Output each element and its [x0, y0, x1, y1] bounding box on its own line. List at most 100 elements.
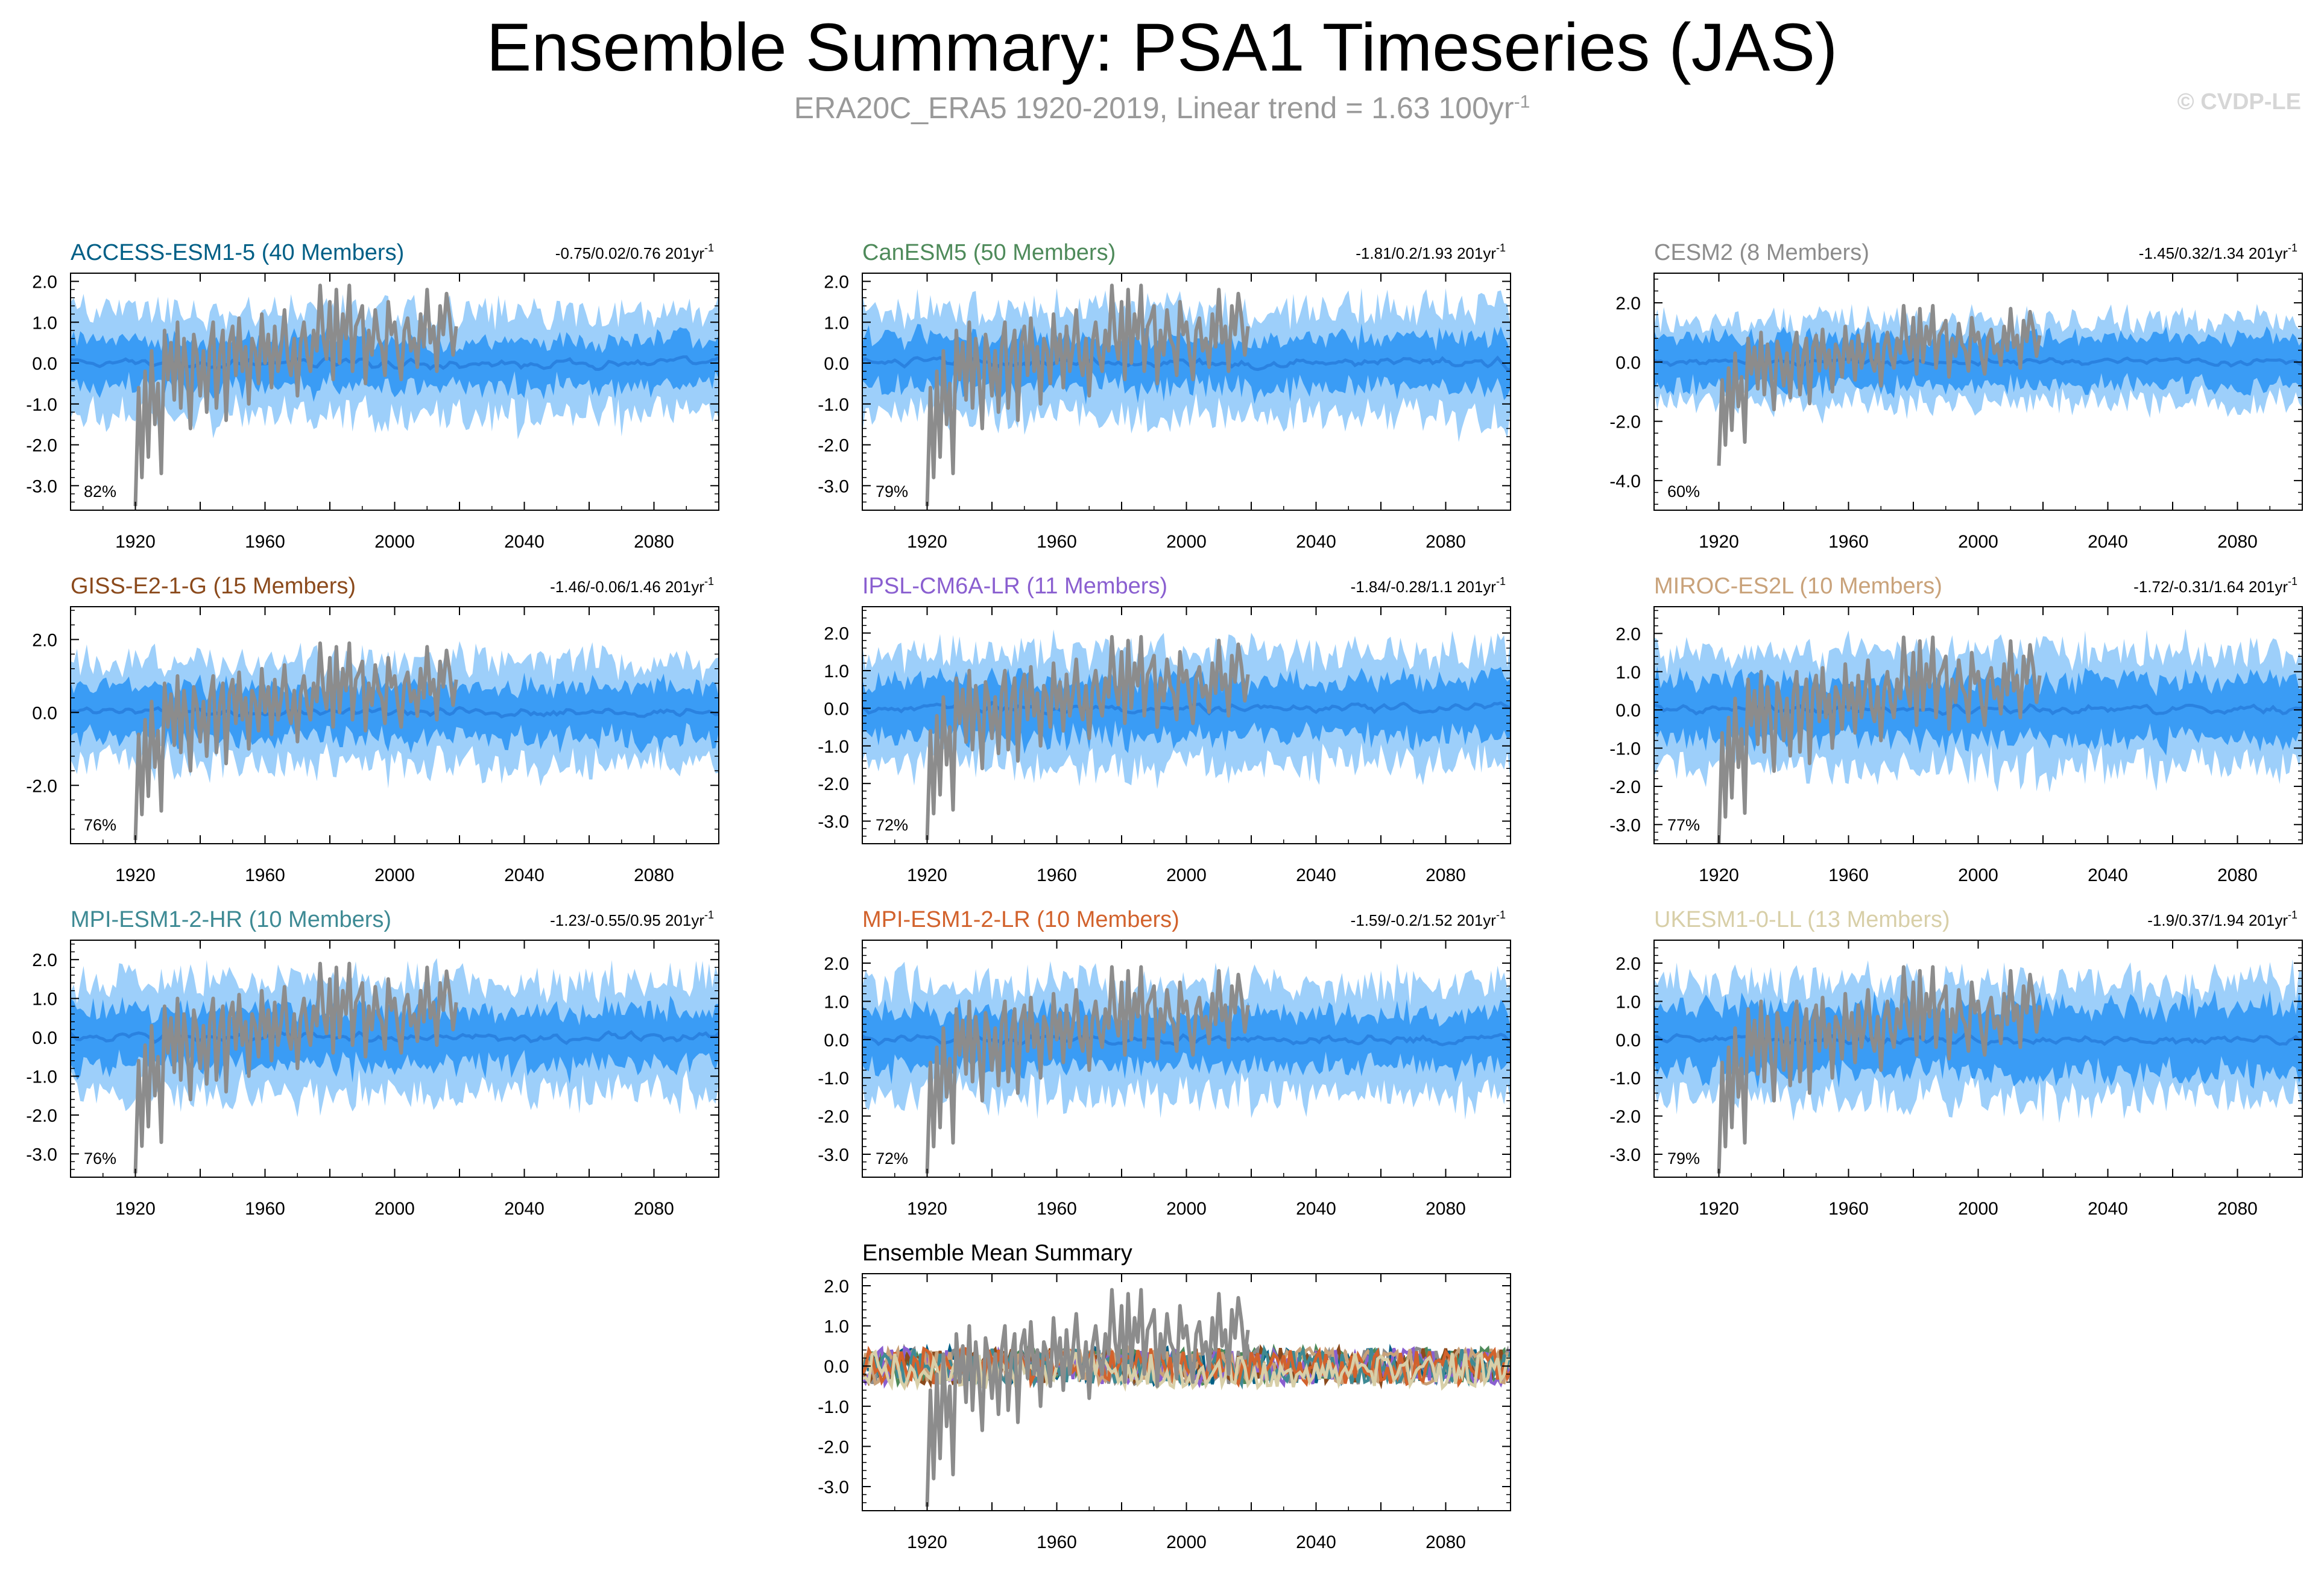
- panel-title: GISS-E2-1-G (15 Members): [71, 574, 356, 599]
- x-tick-label: 1920: [907, 532, 947, 552]
- panel-title: ACCESS-ESM1-5 (40 Members): [71, 240, 404, 265]
- x-tick-label: 1920: [907, 1532, 947, 1552]
- observed-line: [133, 961, 458, 1174]
- panel-title: IPSL-CM6A-LR (11 Members): [862, 574, 1167, 599]
- x-tick-label: 1920: [115, 532, 156, 552]
- subtitle-exponent: -1: [1514, 92, 1530, 112]
- x-tick-label: 2080: [1426, 865, 1466, 885]
- plot-area: [862, 1288, 1511, 1507]
- panel-2: CanESM5 (50 Members) -1.81/0.2/1.93 201yr…: [818, 240, 1511, 552]
- x-tick-label: 2080: [634, 532, 674, 552]
- y-tick-label: 1.0: [824, 992, 849, 1012]
- panel-3: CESM2 (8 Members) -1.45/0.32/1.34 201yr-1…: [1609, 240, 2303, 552]
- y-tick-label: 2.0: [32, 273, 57, 292]
- observed-line: [1717, 304, 2042, 466]
- y-tick-label: -2.0: [818, 436, 849, 456]
- panel-1: ACCESS-ESM1-5 (40 Members) -0.75/0.02/0.7…: [26, 240, 719, 552]
- x-tick-label: 2040: [1296, 1532, 1336, 1552]
- panel-4: GISS-E2-1-G (15 Members) -1.46/-0.06/1.46…: [26, 574, 719, 885]
- y-tick-label: 0.0: [824, 1357, 849, 1377]
- y-tick-label: -1.0: [818, 1069, 849, 1089]
- panel-8: MPI-ESM1-2-LR (10 Members) -1.59/-0.2/1.5…: [818, 907, 1511, 1219]
- x-tick-label: 1920: [907, 1199, 947, 1219]
- x-tick-label: 2080: [1426, 532, 1466, 552]
- y-tick-label: -3.0: [26, 1145, 57, 1165]
- x-tick-label: 2000: [1166, 1199, 1207, 1219]
- plot-area: [71, 641, 719, 841]
- y-tick-label: -3.0: [818, 812, 849, 832]
- x-tick-label: 2000: [374, 532, 415, 552]
- panel-range: -1.23/-0.55/0.95 201yr-1: [550, 909, 714, 929]
- x-tick-label: 1920: [1699, 865, 1739, 885]
- y-tick-label: 1.0: [1615, 663, 1641, 683]
- x-tick-label: 2080: [634, 865, 674, 885]
- panel-percent: 82%: [84, 482, 116, 501]
- y-tick-label: -2.0: [818, 1437, 849, 1457]
- panel-title: CESM2 (8 Members): [1654, 240, 1869, 265]
- y-tick-label: 2.0: [1615, 294, 1641, 314]
- panel-title: MPI-ESM1-2-LR (10 Members): [862, 907, 1179, 932]
- panel-range: -1.45/0.32/1.34 201yr-1: [2139, 242, 2297, 262]
- y-tick-label: 0.0: [1615, 1031, 1641, 1051]
- y-tick-label: 1.0: [824, 313, 849, 333]
- plot-area: [71, 958, 719, 1174]
- panel-10: Ensemble Mean Summary 2.0 1.0 0.0 -1.0 -2.0 -3…: [818, 1241, 1511, 1552]
- plot-area: [1654, 628, 2302, 844]
- x-tick-label: 2080: [634, 1199, 674, 1219]
- plot-area: [1654, 959, 2302, 1174]
- plot-area: [862, 961, 1511, 1174]
- y-tick-label: -1.0: [818, 737, 849, 757]
- x-tick-label: 2000: [1166, 865, 1207, 885]
- x-tick-label: 2040: [1296, 1199, 1336, 1219]
- x-tick-label: 2000: [1958, 865, 1998, 885]
- x-tick-label: 2080: [1426, 1199, 1466, 1219]
- panel-title: UKESM1-0-LL (13 Members): [1654, 907, 1950, 932]
- x-tick-label: 1960: [1828, 532, 1869, 552]
- panel-percent: 72%: [876, 1149, 908, 1168]
- x-tick-label: 1920: [907, 865, 947, 885]
- panel-percent: 79%: [1667, 1149, 1700, 1168]
- y-tick-label: 0.0: [1615, 701, 1641, 721]
- y-tick-label: 1.0: [824, 1317, 849, 1337]
- x-tick-label: 1960: [1037, 1199, 1077, 1219]
- x-tick-label: 2080: [1426, 1532, 1466, 1552]
- panel-5: IPSL-CM6A-LR (11 Members) -1.84/-0.28/1.1…: [818, 574, 1511, 885]
- x-tick-label: 2000: [1166, 532, 1207, 552]
- x-tick-label: 2040: [1296, 532, 1336, 552]
- y-tick-label: 0.0: [32, 703, 57, 723]
- page-subtitle: ERA20C_ERA5 1920-2019, Linear trend = 1.…: [0, 90, 2324, 125]
- y-tick-label: 2.0: [824, 1277, 849, 1297]
- x-tick-label: 2080: [2217, 1199, 2258, 1219]
- x-tick-label: 1920: [1699, 1199, 1739, 1219]
- panel-title: MIROC-ES2L (10 Members): [1654, 574, 1942, 599]
- y-tick-label: 0.0: [1615, 353, 1641, 373]
- plot-area: [1654, 303, 2302, 466]
- y-tick-label: -3.0: [1609, 815, 1641, 835]
- panel-range: -1.81/0.2/1.93 201yr-1: [1356, 242, 1506, 262]
- x-tick-label: 2000: [1958, 1199, 1998, 1219]
- observed-line: [1717, 635, 2042, 844]
- y-tick-label: 0.0: [824, 1031, 849, 1051]
- y-tick-label: 0.0: [824, 699, 849, 719]
- x-tick-label: 2040: [1296, 865, 1336, 885]
- y-tick-label: -1.0: [1609, 1069, 1641, 1089]
- panel-percent: 76%: [84, 1149, 116, 1168]
- copyright-label: © CVDP-LE: [2177, 89, 2301, 115]
- x-tick-label: 1920: [1699, 532, 1739, 552]
- y-tick-label: 2.0: [1615, 954, 1641, 974]
- y-tick-label: -2.0: [1609, 413, 1641, 432]
- observed-line: [925, 1288, 1250, 1507]
- panel-title: Ensemble Mean Summary: [862, 1241, 1132, 1266]
- observed-line: [133, 283, 458, 507]
- x-tick-label: 1960: [1037, 532, 1077, 552]
- x-tick-label: 2080: [2217, 865, 2258, 885]
- x-tick-label: 2000: [1958, 532, 1998, 552]
- panel-range: -1.72/-0.31/1.64 201yr-1: [2133, 575, 2297, 596]
- y-tick-label: 1.0: [32, 990, 57, 1010]
- panel-percent: 72%: [876, 816, 908, 834]
- panel-percent: 60%: [1667, 482, 1700, 501]
- y-tick-label: -1.0: [26, 1067, 57, 1087]
- y-tick-label: -2.0: [1609, 777, 1641, 797]
- y-tick-label: -3.0: [26, 476, 57, 496]
